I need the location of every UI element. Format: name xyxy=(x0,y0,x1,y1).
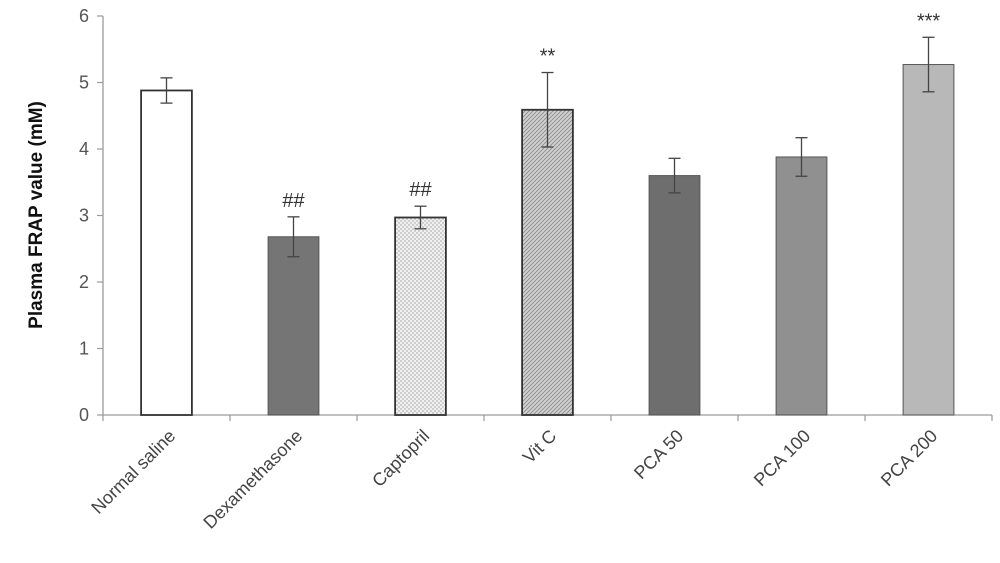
x-category-label: Captopril xyxy=(368,426,433,491)
y-tick-label: 6 xyxy=(79,6,89,26)
bar-captopril xyxy=(394,216,447,416)
bar-normal-saline xyxy=(140,89,193,416)
y-axis-label: Plasma FRAP value (mM) xyxy=(26,101,47,329)
bar-pca-50 xyxy=(648,175,701,416)
y-tick-label: 3 xyxy=(79,206,89,226)
y-tick-label: 2 xyxy=(79,272,89,292)
x-category-label: PCA 50 xyxy=(630,426,687,483)
x-category-label: Dexamethasone xyxy=(199,426,306,533)
significance-annotation: ## xyxy=(282,190,305,212)
y-tick-label: 0 xyxy=(79,405,89,425)
x-category-label: Vit C xyxy=(519,426,560,467)
bar-dexamethasone xyxy=(267,236,320,416)
x-category-label: PCA 100 xyxy=(750,426,814,490)
bar-pca-100 xyxy=(775,156,828,416)
significance-annotation: ** xyxy=(540,46,556,68)
y-tick-label: 4 xyxy=(79,139,89,159)
y-tick-label: 1 xyxy=(79,339,89,359)
significance-annotation: *** xyxy=(917,10,941,32)
y-tick-label: 5 xyxy=(79,73,89,93)
bar-vit-c xyxy=(521,108,574,416)
bar-pca-200 xyxy=(902,64,955,416)
x-category-label: PCA 200 xyxy=(877,426,941,490)
significance-annotation: ## xyxy=(409,179,432,201)
x-category-label: Normal saline xyxy=(87,426,179,518)
